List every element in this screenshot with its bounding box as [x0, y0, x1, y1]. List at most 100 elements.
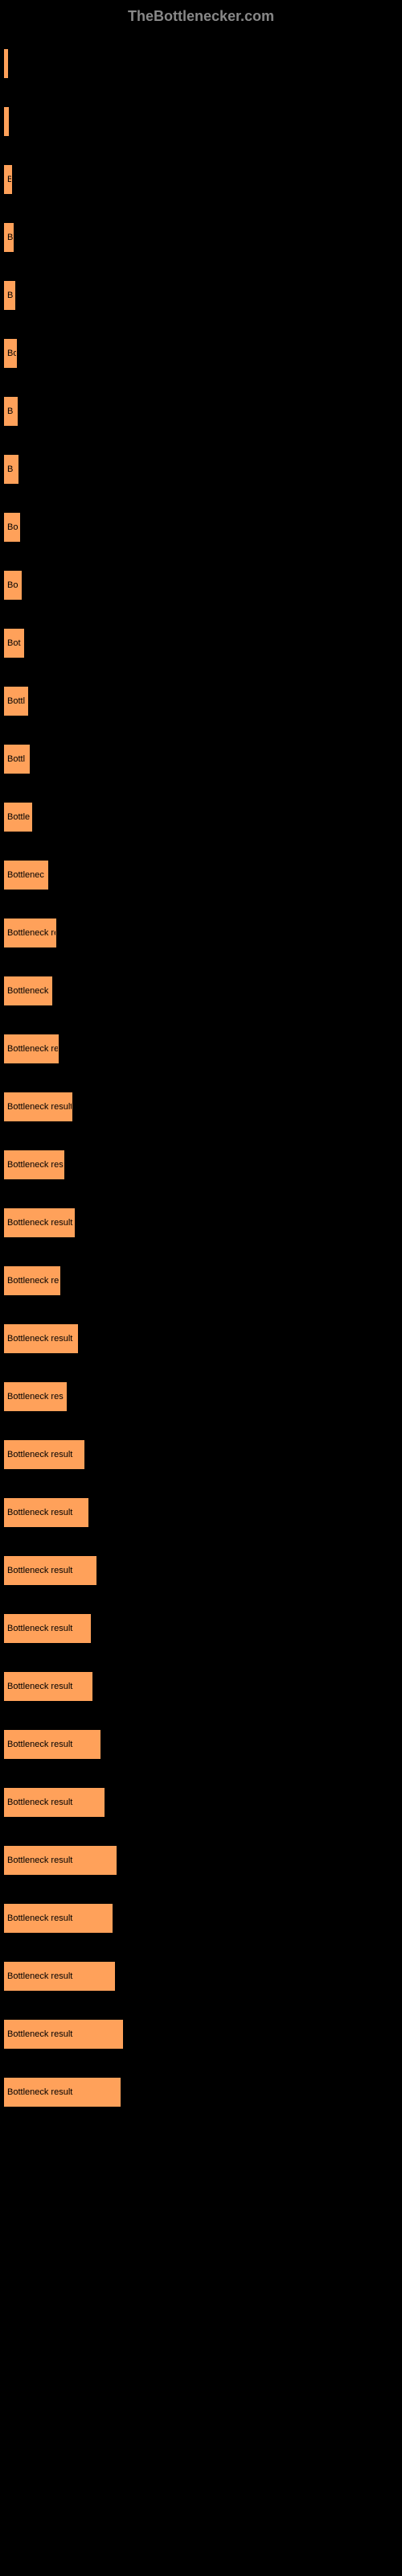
bar-label: Bottleneck result — [7, 1566, 72, 1575]
bar-row — [0, 107, 402, 136]
bar-row: Bo — [0, 513, 402, 542]
chart-bar: Bo — [4, 571, 22, 600]
bar-label: Bottleneck result — [7, 1508, 72, 1517]
bar-label: Bo — [7, 522, 18, 532]
bar-label: Bo — [7, 580, 18, 590]
chart-bar: B — [4, 165, 12, 194]
bar-label: B — [7, 407, 13, 416]
bar-label: Bottleneck result — [7, 1624, 72, 1633]
bar-label: Bottleneck result — [7, 1856, 72, 1865]
bar-row: Bottlenec — [0, 861, 402, 890]
chart-bar: Bottleneck result — [4, 2020, 123, 2049]
chart-bar: Bottleneck result — [4, 1672, 92, 1701]
chart-bar: Bottleneck re — [4, 1266, 60, 1295]
bar-label: Bottleneck result — [7, 1102, 72, 1112]
bar-label: Bottleneck result — [7, 1971, 72, 1981]
chart-container: B B B Bo B B Bo Bo Bot Bottl Bottl Bottle Bottlenec B… — [0, 49, 402, 2107]
chart-bar: Bottleneck result — [4, 1614, 91, 1643]
bar-label: Bottleneck re — [7, 1044, 59, 1054]
chart-bar: B — [4, 397, 18, 426]
chart-bar: Bottleneck result — [4, 1904, 113, 1933]
bar-row: Bottleneck res — [0, 1150, 402, 1179]
chart-bar: Bottleneck res — [4, 1382, 67, 1411]
chart-bar: Bottleneck result — [4, 1092, 72, 1121]
bar-row: Bottleneck result — [0, 1440, 402, 1469]
bar-label: Bot — [7, 638, 21, 648]
watermark-text: TheBottlenecker.com — [0, 8, 402, 25]
chart-bar: Bottleneck re — [4, 919, 56, 947]
bar-label: Bottleneck re — [7, 1276, 59, 1286]
bar-row: B — [0, 223, 402, 252]
bar-row: Bottleneck result — [0, 1556, 402, 1585]
bar-row: Bottleneck result — [0, 1962, 402, 1991]
chart-bar: Bottl — [4, 687, 28, 716]
bar-row: Bottle — [0, 803, 402, 832]
chart-bar: B — [4, 281, 15, 310]
chart-bar: Bottleneck res — [4, 1150, 64, 1179]
chart-bar — [4, 49, 8, 78]
chart-bar: Bottleneck — [4, 976, 52, 1005]
chart-bar: Bottle — [4, 803, 32, 832]
bar-row: Bottl — [0, 687, 402, 716]
bar-row: Bottleneck res — [0, 1382, 402, 1411]
chart-bar — [4, 107, 9, 136]
bar-row: Bottleneck result — [0, 1208, 402, 1237]
bar-row: B — [0, 165, 402, 194]
chart-bar: Bottleneck result — [4, 1846, 117, 1875]
chart-bar: Bottleneck re — [4, 1034, 59, 1063]
bar-label: Bottleneck re — [7, 928, 56, 938]
bar-row: Bottleneck result — [0, 1092, 402, 1121]
bar-row: Bottl — [0, 745, 402, 774]
bar-row: B — [0, 281, 402, 310]
bar-label: Bottleneck res — [7, 1392, 64, 1402]
bar-label: B — [7, 175, 12, 184]
chart-bar: Bottleneck result — [4, 1440, 84, 1469]
bar-label: Bo — [7, 349, 17, 358]
chart-bar: Bottleneck result — [4, 2078, 121, 2107]
bar-label: Bottleneck result — [7, 1913, 72, 1923]
chart-bar: Bot — [4, 629, 24, 658]
bar-row: Bottleneck result — [0, 2078, 402, 2107]
bar-row: Bot — [0, 629, 402, 658]
chart-bar: Bottleneck result — [4, 1730, 100, 1759]
bar-row: B — [0, 397, 402, 426]
chart-bar: Bo — [4, 339, 17, 368]
bar-label: Bottleneck result — [7, 1682, 72, 1691]
bar-row: Bo — [0, 571, 402, 600]
bar-label: Bottlenec — [7, 870, 44, 880]
bar-label: B — [7, 291, 13, 300]
bar-row: Bottleneck result — [0, 1846, 402, 1875]
bar-label: Bottleneck result — [7, 1798, 72, 1807]
chart-bar: B — [4, 223, 14, 252]
bar-label: Bottle — [7, 812, 30, 822]
bar-label: Bottleneck result — [7, 1218, 72, 1228]
chart-bar: Bottleneck result — [4, 1498, 88, 1527]
bar-row: Bottleneck result — [0, 1730, 402, 1759]
chart-bar: Bottleneck result — [4, 1962, 115, 1991]
chart-bar: Bottleneck result — [4, 1556, 96, 1585]
chart-bar: Bottl — [4, 745, 30, 774]
bar-label: Bottleneck — [7, 986, 48, 996]
bar-row: Bottleneck result — [0, 2020, 402, 2049]
bar-label: Bottl — [7, 696, 25, 706]
chart-bar: Bottleneck result — [4, 1208, 75, 1237]
bar-label: Bottleneck result — [7, 1740, 72, 1749]
bar-row: B — [0, 455, 402, 484]
bar-row: Bottleneck re — [0, 1266, 402, 1295]
bar-label: Bottleneck res — [7, 1160, 64, 1170]
bar-label: B — [7, 233, 13, 242]
chart-bar: Bo — [4, 513, 20, 542]
bar-row: Bottleneck — [0, 976, 402, 1005]
bar-row: Bottleneck result — [0, 1788, 402, 1817]
bar-row: Bottleneck result — [0, 1672, 402, 1701]
bar-row: Bottleneck re — [0, 919, 402, 947]
chart-bar: Bottleneck result — [4, 1324, 78, 1353]
chart-bar: Bottleneck result — [4, 1788, 105, 1817]
bar-row — [0, 49, 402, 78]
bar-label: Bottleneck result — [7, 1334, 72, 1344]
bar-row: Bottleneck result — [0, 1324, 402, 1353]
bar-row: Bottleneck result — [0, 1904, 402, 1933]
bar-row: Bottleneck re — [0, 1034, 402, 1063]
bar-label: B — [7, 464, 13, 474]
chart-bar: Bottlenec — [4, 861, 48, 890]
